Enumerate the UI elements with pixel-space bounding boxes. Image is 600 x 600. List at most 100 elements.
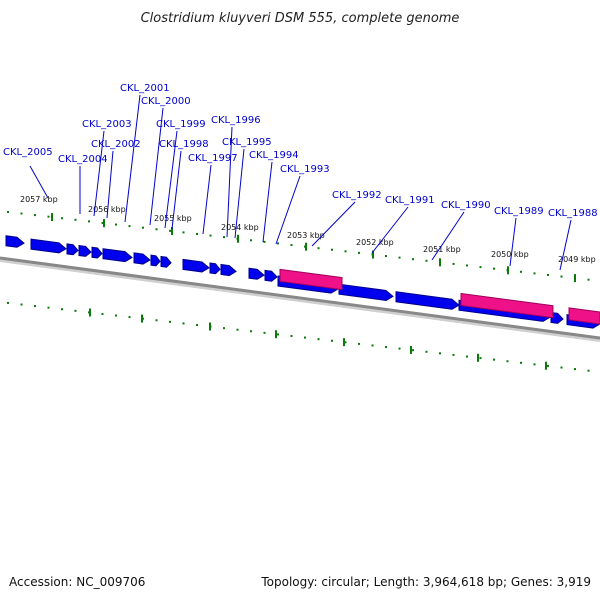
gene-label-ckl-2002[interactable]: CKL_2002	[91, 139, 141, 150]
scale-label: 2050 kbp	[491, 250, 529, 259]
gene-label-ckl-1996[interactable]: CKL_1996	[211, 115, 261, 126]
gene-callout-line	[509, 217, 517, 267]
outer-ring-major-tick	[237, 234, 239, 243]
gene-callout-line	[311, 201, 356, 247]
inner-ring-minor-tick	[34, 305, 36, 308]
inner-ring-minor-tick	[250, 330, 252, 333]
cds-feature[interactable]	[91, 246, 103, 259]
rrna-feature[interactable]	[460, 292, 554, 319]
inner-tick-ring	[7, 301, 590, 372]
outer-ring-minor-tick	[250, 239, 252, 242]
rrna-feature[interactable]	[279, 268, 343, 291]
cds-feature[interactable]	[5, 235, 25, 248]
inner-ring-minor-tick	[128, 316, 131, 319]
inner-ring-minor-tick	[155, 319, 158, 322]
inner-ring-minor-tick	[61, 308, 63, 311]
outer-ring-major-tick	[439, 258, 441, 267]
scale-label: 2057 kbp	[20, 195, 58, 204]
outer-ring-major-tick	[372, 250, 374, 259]
gene-callout-line	[106, 150, 114, 219]
inner-ring-minor-tick	[304, 336, 306, 339]
gene-label-ckl-2001[interactable]: CKL_2001	[120, 83, 170, 94]
outer-ring-minor-tick	[128, 225, 131, 228]
inner-ring-minor-tick	[344, 341, 347, 344]
outer-ring-minor-tick	[209, 234, 212, 237]
outer-ring-minor-tick	[74, 218, 77, 221]
outer-ring-minor-tick	[547, 273, 549, 276]
gene-callout-line	[371, 206, 409, 254]
cds-feature[interactable]	[209, 262, 221, 275]
cds-feature[interactable]	[220, 263, 237, 277]
scale-label: 2049 kbp	[558, 255, 596, 264]
scale-label: 2051 kbp	[423, 245, 461, 254]
inner-ring-minor-tick	[74, 309, 77, 312]
cds-feature[interactable]	[248, 267, 265, 280]
gene-callout-line	[226, 126, 233, 238]
cds-feature[interactable]	[182, 258, 210, 273]
cds-feature[interactable]	[30, 238, 67, 254]
gene-label-ckl-2004[interactable]: CKL_2004	[58, 154, 108, 165]
outer-ring-minor-tick	[277, 242, 279, 245]
gene-label-ckl-2000[interactable]: CKL_2000	[141, 96, 191, 107]
outer-ring-minor-tick	[317, 247, 320, 250]
outer-ring-minor-tick	[358, 251, 360, 254]
gene-callout-line	[124, 94, 141, 223]
cds-feature[interactable]	[395, 291, 460, 310]
cds-feature[interactable]	[160, 255, 172, 268]
cds-feature[interactable]	[133, 252, 151, 265]
outer-ring-minor-tick	[344, 250, 347, 253]
cds-feature[interactable]	[338, 283, 394, 301]
outer-ring-minor-tick	[560, 275, 563, 278]
inner-ring-minor-tick	[263, 331, 266, 334]
gene-callout-line	[202, 164, 212, 235]
gene-label-ckl-1994[interactable]: CKL_1994	[249, 150, 299, 161]
cds-feature[interactable]	[264, 269, 278, 282]
gene-callouts: CKL_2005 CKL_2004 CKL_2003 CKL_2002 CKL_2001…	[3, 83, 598, 271]
outer-ring-minor-tick	[290, 244, 293, 247]
inner-ring-major-tick	[89, 308, 91, 317]
gene-label-ckl-1993[interactable]: CKL_1993	[280, 164, 330, 175]
outer-ring-minor-tick	[115, 223, 117, 226]
gene-label-ckl-2003[interactable]: CKL_2003	[82, 119, 132, 130]
cds-feature[interactable]	[150, 254, 161, 267]
cds-feature[interactable]	[102, 248, 133, 263]
gene-label-ckl-1991[interactable]: CKL_1991	[385, 195, 435, 206]
inner-ring-minor-tick	[47, 306, 50, 309]
gene-label-ckl-1992[interactable]: CKL_1992	[332, 190, 382, 201]
inner-ring-minor-tick	[223, 327, 225, 330]
inner-ring-minor-tick	[520, 361, 522, 364]
rrna-feature[interactable]	[568, 307, 600, 325]
gene-label-ckl-1989[interactable]: CKL_1989	[494, 206, 544, 217]
gene-label-ckl-1988[interactable]: CKL_1988	[548, 208, 598, 219]
cds-feature[interactable]	[78, 244, 92, 257]
outer-ring-minor-tick	[182, 231, 185, 234]
gene-label-ckl-1995[interactable]: CKL_1995	[222, 137, 272, 148]
gene-label-ckl-1998[interactable]: CKL_1998	[159, 139, 209, 150]
inner-ring-minor-tick	[466, 355, 468, 358]
cds-feature[interactable]	[66, 243, 79, 256]
outer-ring-major-tick	[574, 274, 576, 283]
outer-ring-major-tick	[103, 219, 105, 228]
scale-label: 2052 kbp	[356, 238, 394, 247]
gene-label-ckl-1999[interactable]: CKL_1999	[156, 119, 206, 130]
outer-ring-minor-tick	[20, 212, 23, 215]
inner-ring-minor-tick	[385, 346, 387, 349]
inner-ring-minor-tick	[560, 366, 563, 369]
gene-label-ckl-1997[interactable]: CKL_1997	[188, 153, 238, 164]
inner-ring-major-tick	[275, 330, 277, 339]
inner-ring-minor-tick	[506, 360, 509, 363]
gene-label-ckl-2005[interactable]: CKL_2005	[3, 147, 53, 158]
inner-ring-minor-tick	[398, 347, 401, 350]
inner-ring-minor-tick	[439, 352, 441, 355]
outer-ring-minor-tick	[223, 236, 225, 239]
outer-ring-minor-tick	[88, 220, 90, 223]
outer-ring-major-tick	[305, 242, 307, 251]
inner-ring-minor-tick	[358, 342, 360, 345]
inner-ring-minor-tick	[290, 335, 293, 338]
inner-ring-minor-tick	[7, 301, 9, 304]
cds-feature[interactable]	[550, 311, 564, 324]
gene-label-ckl-1990[interactable]: CKL_1990	[441, 200, 491, 211]
outer-ring-minor-tick	[7, 210, 9, 213]
inner-ring-minor-tick	[587, 369, 590, 372]
inner-ring-minor-tick	[452, 353, 455, 356]
